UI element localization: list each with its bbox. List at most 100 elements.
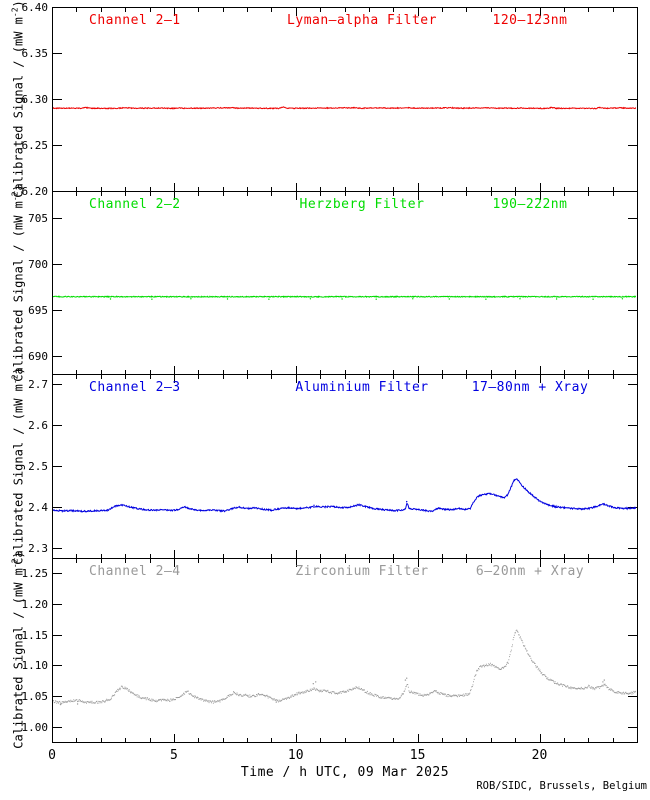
x-axis-tick bbox=[491, 187, 492, 191]
x-axis-tick bbox=[101, 554, 102, 558]
x-axis-tick bbox=[491, 370, 492, 374]
x-axis-tick bbox=[101, 559, 102, 563]
data-point-dot bbox=[151, 298, 153, 300]
x-axis-tick bbox=[540, 734, 541, 742]
x-axis-tick bbox=[466, 375, 467, 379]
y-axis-major-tick bbox=[53, 218, 62, 219]
x-axis-tick bbox=[150, 375, 151, 379]
x-axis-tick bbox=[564, 559, 565, 563]
x-axis-tick bbox=[198, 738, 199, 742]
x-axis-tick bbox=[369, 559, 370, 563]
x-axis-tick bbox=[198, 187, 199, 191]
x-axis-tick bbox=[76, 554, 77, 558]
y-tick-label: 690 bbox=[28, 349, 48, 363]
y-tick-label: 700 bbox=[28, 258, 48, 272]
x-axis-tick bbox=[466, 187, 467, 191]
x-axis-tick bbox=[198, 559, 199, 563]
x-axis-tick bbox=[369, 192, 370, 196]
x-axis-tick bbox=[271, 370, 272, 374]
data-point-dot bbox=[555, 298, 558, 300]
y-tick-label: 2.6 bbox=[28, 419, 48, 433]
y-axis-major-tick bbox=[628, 466, 637, 467]
data-point-dot bbox=[519, 298, 521, 300]
x-axis-tick bbox=[418, 183, 419, 191]
x-axis-tick bbox=[296, 375, 297, 383]
y-axis-major-tick bbox=[628, 635, 637, 636]
x-axis-tick bbox=[174, 8, 175, 16]
x-axis-tick bbox=[418, 375, 419, 383]
x-axis-tick bbox=[564, 554, 565, 558]
x-axis-tick bbox=[76, 375, 77, 379]
x-axis-tick bbox=[345, 8, 346, 12]
x-axis-tick bbox=[76, 8, 77, 12]
panel-1-filter-label: Lyman–alpha Filter bbox=[287, 13, 437, 28]
x-axis-tick bbox=[564, 8, 565, 12]
x-axis-tick bbox=[247, 370, 248, 374]
x-axis-tick bbox=[174, 192, 175, 200]
x-axis-tick bbox=[393, 554, 394, 558]
x-axis-tick bbox=[466, 738, 467, 742]
x-axis-tick bbox=[491, 554, 492, 558]
x-axis-tick bbox=[369, 375, 370, 379]
x-axis-tick bbox=[442, 8, 443, 12]
x-axis-tick bbox=[101, 192, 102, 196]
panel-4-channel-label: Channel 2–4 bbox=[89, 564, 181, 579]
x-tick-label: 0 bbox=[48, 748, 56, 763]
y-axis-major-tick bbox=[628, 7, 637, 8]
x-axis-tick bbox=[174, 183, 175, 191]
data-point-dot bbox=[412, 298, 414, 300]
x-axis-tick bbox=[125, 187, 126, 191]
x-axis-tick bbox=[613, 375, 614, 379]
y-axis-major-tick bbox=[53, 264, 62, 265]
x-axis-tick bbox=[223, 187, 224, 191]
x-axis-tick bbox=[125, 8, 126, 12]
channel-2-4-series bbox=[53, 629, 636, 706]
x-axis-tick bbox=[174, 734, 175, 742]
y-axis-major-tick bbox=[53, 310, 62, 311]
x-axis-tick bbox=[491, 559, 492, 563]
x-axis-tick bbox=[247, 375, 248, 379]
x-axis-tick bbox=[320, 375, 321, 379]
x-axis-tick bbox=[588, 375, 589, 379]
x-axis-tick bbox=[345, 192, 346, 196]
x-axis-tick bbox=[125, 738, 126, 742]
data-point-dot bbox=[190, 298, 192, 300]
panel-2-band-label: 190–222nm bbox=[492, 197, 568, 212]
x-axis-tick bbox=[223, 370, 224, 374]
data-point-dot bbox=[76, 703, 79, 705]
data-point-dot bbox=[603, 679, 605, 681]
x-axis-tick bbox=[418, 550, 419, 558]
y-axis-major-tick bbox=[53, 696, 62, 697]
x-axis-tick bbox=[320, 192, 321, 196]
x-axis-tick bbox=[198, 375, 199, 379]
y-axis-major-tick bbox=[628, 310, 637, 311]
x-axis-tick bbox=[271, 8, 272, 12]
x-axis-tick bbox=[515, 187, 516, 191]
x-axis-tick bbox=[491, 375, 492, 379]
credit-text: ROB/SIDC, Brussels, Belgium bbox=[476, 780, 647, 792]
x-axis-tick bbox=[393, 370, 394, 374]
x-axis-tick bbox=[369, 554, 370, 558]
data-point-dot bbox=[592, 298, 594, 300]
x-axis-tick bbox=[150, 370, 151, 374]
x-axis-tick bbox=[296, 559, 297, 567]
y-axis-major-tick bbox=[53, 384, 62, 385]
x-axis-tick bbox=[198, 554, 199, 558]
x-axis-tick bbox=[393, 192, 394, 196]
y-axis-major-tick bbox=[53, 145, 62, 146]
x-axis-tick bbox=[296, 366, 297, 374]
x-tick-label: 20 bbox=[531, 748, 548, 763]
channel-2-3-curve bbox=[53, 478, 636, 513]
y-axis-major-tick bbox=[53, 573, 62, 574]
panel-4-band-label: 6–20nm + Xray bbox=[475, 564, 585, 579]
x-axis-tick bbox=[613, 554, 614, 558]
y-axis-major-tick bbox=[628, 507, 637, 508]
x-axis-tick bbox=[613, 370, 614, 374]
y-axis-major-tick bbox=[628, 384, 637, 385]
x-axis-tick bbox=[271, 554, 272, 558]
x-axis-tick bbox=[466, 559, 467, 563]
y-axis-major-tick bbox=[628, 145, 637, 146]
x-axis-tick bbox=[174, 559, 175, 567]
x-axis-tick bbox=[223, 375, 224, 379]
